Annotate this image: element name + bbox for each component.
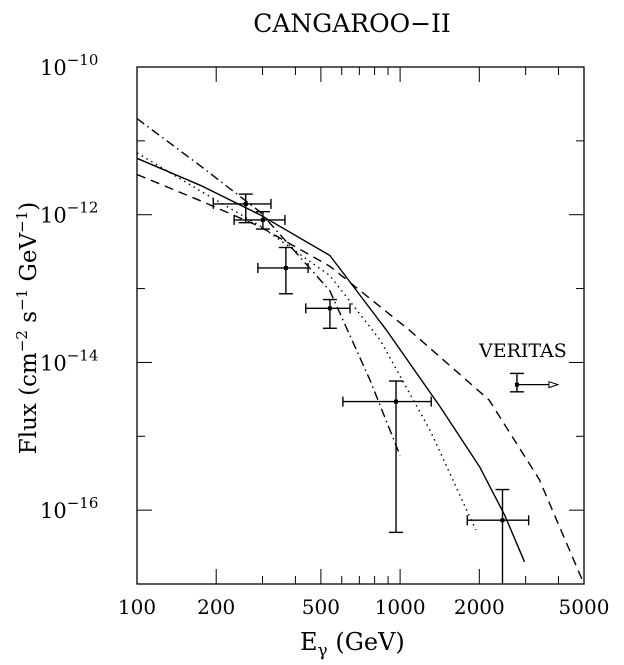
veritas-point: VERITAS <box>478 340 567 393</box>
data-marker <box>283 265 288 270</box>
data-marker <box>394 399 399 404</box>
y-tick-exponent: −14 <box>67 346 99 364</box>
curve-dashed <box>136 173 585 585</box>
y-tick-exponent: −16 <box>67 494 99 512</box>
x-tick-label: 1000 <box>375 595 426 619</box>
y-tick-base: 10 <box>40 56 67 80</box>
y-tick-exponent: −12 <box>67 199 99 217</box>
x-tick-label: 5000 <box>559 595 610 619</box>
y-tick-exponent: −10 <box>67 51 99 69</box>
data-marker <box>500 518 505 523</box>
data-point <box>305 298 351 329</box>
x-tick-label: 500 <box>302 595 340 619</box>
y-tick-label: 10−14 <box>40 346 98 375</box>
veritas-label: VERITAS <box>478 340 567 362</box>
y-tick-label: 10−16 <box>40 494 98 523</box>
y-tick-label: 10−12 <box>40 199 98 228</box>
y-tick-base: 10 <box>40 204 67 228</box>
y-tick-base: 10 <box>40 499 67 523</box>
plot-frame <box>136 66 585 585</box>
data-point <box>342 380 432 534</box>
arrow-head-icon <box>548 380 560 389</box>
curve-dash-dot <box>136 118 401 456</box>
x-tick-label: 2000 <box>454 595 505 619</box>
data-point <box>466 488 530 584</box>
chart-title: CANGAROO−II <box>253 9 451 38</box>
data-point <box>257 246 309 295</box>
y-tick-label: 10−10 <box>40 51 98 80</box>
data-point <box>233 210 286 230</box>
x-tick-label: 100 <box>118 595 156 619</box>
curve-solid <box>136 157 526 563</box>
data-marker <box>327 306 332 311</box>
data-marker <box>243 201 248 206</box>
y-tick-base: 10 <box>40 351 67 375</box>
data-marker <box>260 217 265 222</box>
x-tick-label: 200 <box>197 595 235 619</box>
curve-dotted <box>136 152 477 531</box>
x-axis-label: Eγ (GeV) <box>300 628 405 661</box>
y-axis-label: Flux (cm−2 s−1 GeV−1) <box>13 202 42 454</box>
data-point <box>212 193 272 224</box>
